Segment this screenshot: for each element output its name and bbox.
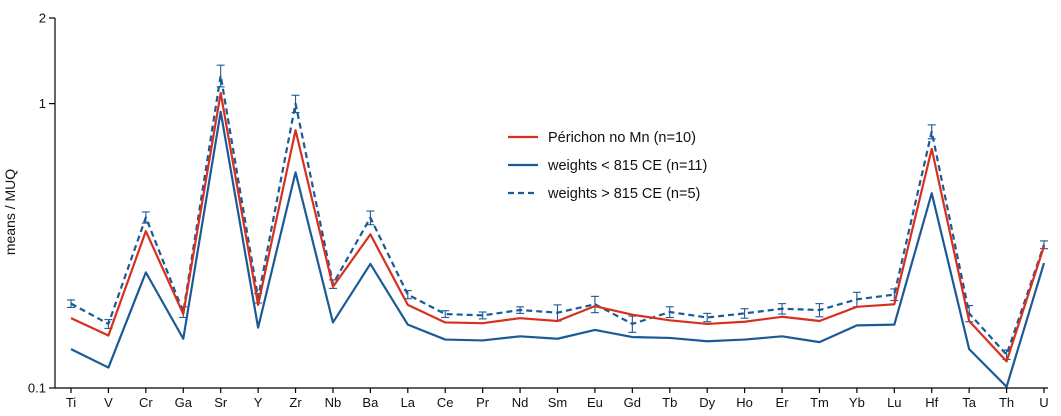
x-tick-label: Yb [849,395,865,410]
series-layer [67,64,1048,388]
x-tick-label: La [401,395,416,410]
y-axis-label: means / MUQ [2,169,18,255]
x-tick-label: Nb [325,395,342,410]
y-tick-labels: 0.1 1 2 [28,11,46,396]
x-tick-label: Tb [662,395,677,410]
x-tick-label: Ba [362,395,379,410]
x-tick-label: Ta [962,395,977,410]
x-tick-label: Cr [139,395,153,410]
x-tick-label: Ce [437,395,454,410]
x-tick-labels: Ti V Cr Ga Sr Y Zr Nb Ba La Ce Pr Nd Sm Eu Gd Tb Dy Ho Er Tm… [66,395,1049,410]
x-tick-label: Sr [214,395,228,410]
series-2 [67,64,1048,361]
x-tick-label: Sm [548,395,568,410]
y-tick-label: 2 [39,11,46,26]
x-tick-label: Dy [699,395,715,410]
axes [49,17,1048,393]
legend-label: Périchon no Mn (n=10) [548,130,696,146]
x-tick-label: Y [254,395,263,410]
y-tick-label: 1 [39,96,46,111]
series-line [70,91,1046,363]
legend-label: weights < 815 CE (n=11) [547,158,707,174]
x-tick-label: Gd [624,395,641,410]
y-tick-label: 0.1 [28,381,46,396]
x-tick-label: Ti [66,395,76,410]
x-tick-label: Th [999,395,1014,410]
x-tick-label: U [1039,395,1048,410]
x-tick-label: Eu [587,395,603,410]
x-tick-label: Hf [925,395,938,410]
x-tick-label: Zr [289,395,302,410]
x-tick-label: Tm [810,395,829,410]
legend: Périchon no Mn (n=10) weights < 815 CE (n… [508,130,707,202]
x-tick-label: Er [776,395,790,410]
x-tick-label: Pr [476,395,490,410]
legend-label: weights > 815 CE (n=5) [547,186,700,202]
x-tick-label: Ho [736,395,753,410]
series-1 [70,110,1046,388]
x-tick-label: Ga [175,395,193,410]
x-tick-label: V [104,395,113,410]
series-line [70,110,1046,388]
series-0 [70,91,1046,363]
x-tick-label: Lu [887,395,901,410]
x-tick-label: Nd [512,395,529,410]
